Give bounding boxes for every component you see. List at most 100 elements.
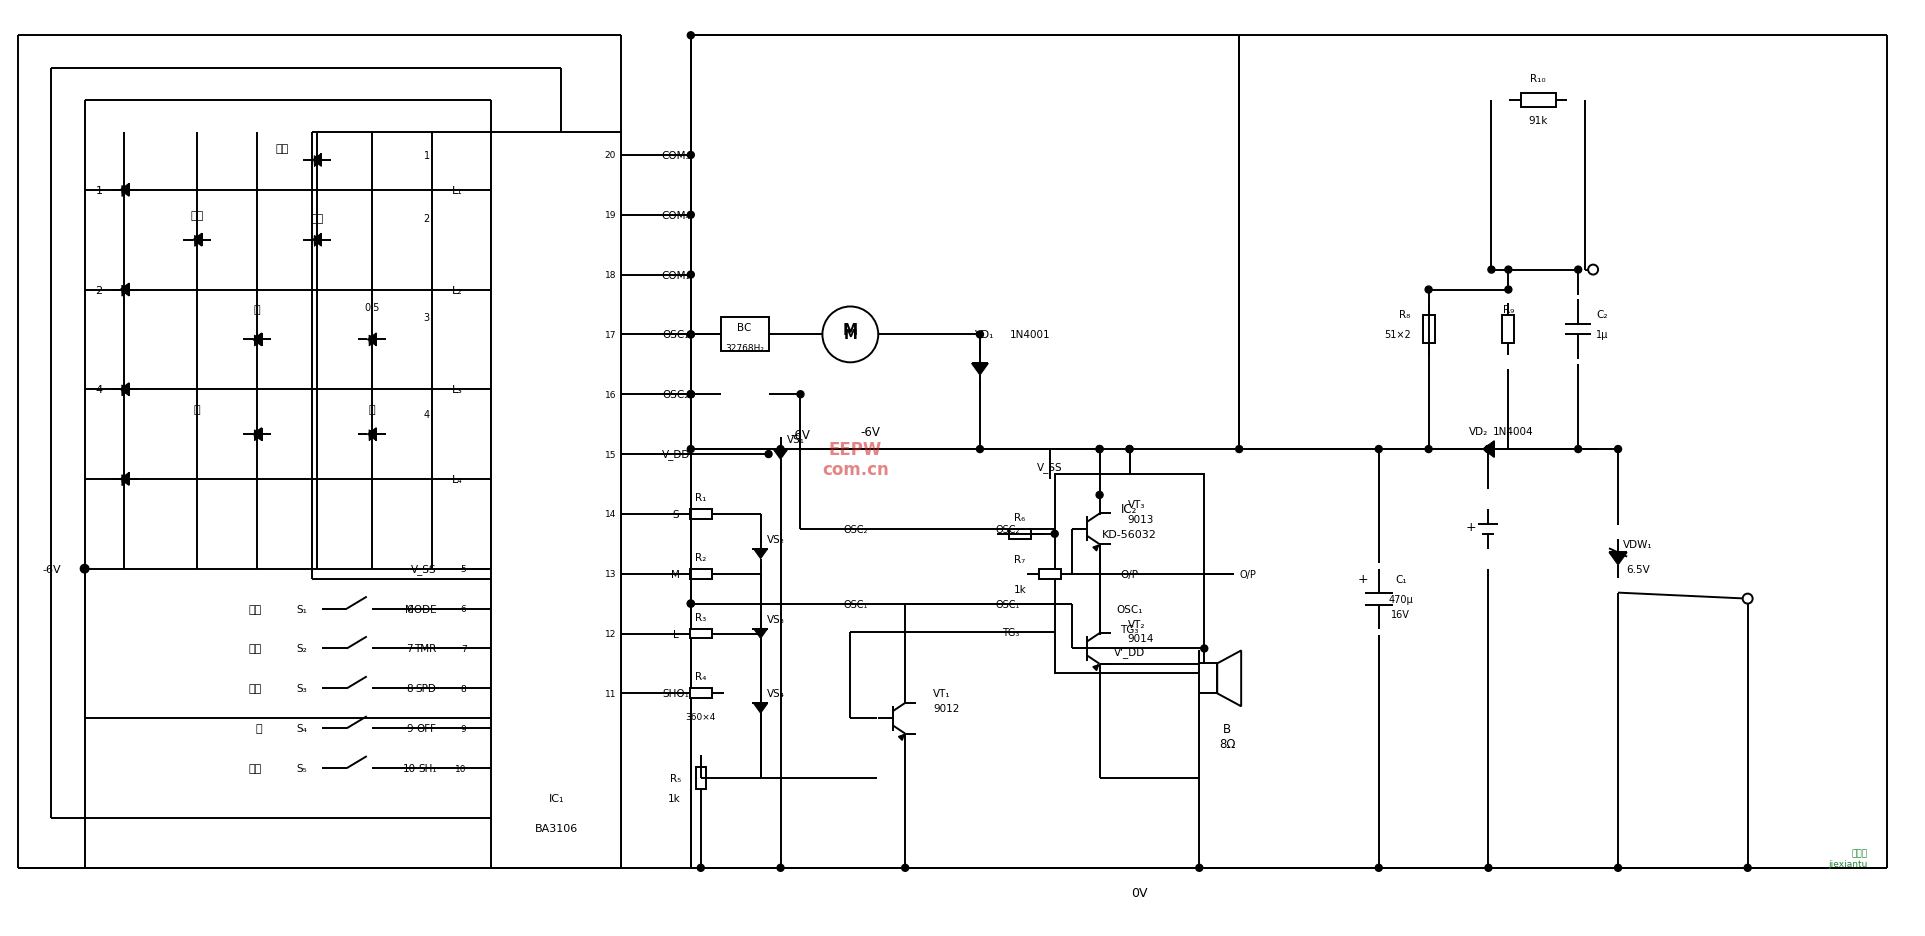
- Text: 1k: 1k: [1013, 584, 1026, 594]
- Circle shape: [697, 865, 705, 871]
- Bar: [1040, 569, 1061, 579]
- Circle shape: [81, 565, 89, 573]
- Circle shape: [1201, 645, 1207, 652]
- Text: 自然: 自然: [310, 213, 323, 224]
- Text: COM₃: COM₃: [662, 151, 691, 161]
- Polygon shape: [368, 333, 375, 346]
- Polygon shape: [312, 234, 321, 247]
- Text: 17: 17: [604, 330, 616, 340]
- Text: R₂: R₂: [695, 552, 706, 563]
- Text: S₂: S₂: [296, 644, 308, 653]
- Circle shape: [687, 446, 695, 453]
- Text: OSC₂: OSC₂: [662, 389, 689, 400]
- Text: V'_DD: V'_DD: [1115, 647, 1145, 657]
- Circle shape: [1095, 492, 1103, 499]
- Polygon shape: [119, 473, 129, 486]
- Circle shape: [822, 307, 878, 363]
- Text: R₉: R₉: [1503, 305, 1515, 315]
- Circle shape: [687, 601, 695, 607]
- Polygon shape: [312, 154, 321, 168]
- Text: L: L: [674, 629, 680, 639]
- Text: 风速: 风速: [248, 683, 262, 694]
- Polygon shape: [753, 549, 768, 559]
- Circle shape: [1505, 267, 1511, 274]
- Text: 1µ: 1µ: [1596, 330, 1609, 340]
- Text: OSC₁: OSC₁: [1116, 604, 1143, 614]
- Circle shape: [1615, 446, 1621, 453]
- Circle shape: [1051, 531, 1059, 537]
- Text: 1: 1: [96, 185, 102, 196]
- Text: O/P: O/P: [1120, 569, 1138, 579]
- Text: 32768H₂: 32768H₂: [726, 344, 764, 353]
- Text: R₇: R₇: [1014, 554, 1026, 564]
- Text: SH₁: SH₁: [418, 763, 437, 773]
- Text: 51×2: 51×2: [1384, 330, 1411, 340]
- Text: VS₃: VS₃: [766, 614, 785, 624]
- Text: 摆头: 摆头: [248, 763, 262, 773]
- Text: 470µ: 470µ: [1388, 594, 1413, 604]
- Circle shape: [1484, 446, 1492, 453]
- Text: B: B: [1222, 722, 1232, 735]
- Circle shape: [687, 271, 695, 279]
- Text: 13: 13: [604, 570, 616, 578]
- Circle shape: [687, 33, 695, 39]
- Text: TG₃: TG₃: [1003, 627, 1020, 636]
- Text: V_SS: V_SS: [410, 563, 437, 575]
- Text: 16V: 16V: [1392, 609, 1411, 619]
- Text: R₆: R₆: [1014, 512, 1026, 522]
- Text: -6V: -6V: [860, 425, 880, 438]
- Circle shape: [687, 331, 695, 339]
- Text: 360×4: 360×4: [685, 712, 716, 721]
- Text: VD₂: VD₂: [1469, 427, 1488, 436]
- Polygon shape: [368, 428, 375, 441]
- Polygon shape: [252, 333, 262, 346]
- Text: -6V: -6V: [791, 428, 810, 441]
- Text: M: M: [843, 323, 859, 338]
- Text: 5: 5: [460, 564, 466, 574]
- Text: 11: 11: [604, 689, 616, 698]
- Text: VD₁: VD₁: [976, 330, 995, 340]
- Text: EEPW
com.cn: EEPW com.cn: [822, 440, 889, 479]
- Circle shape: [1575, 267, 1582, 274]
- Text: 1N4004: 1N4004: [1494, 427, 1534, 436]
- Bar: [689, 569, 712, 579]
- Circle shape: [1484, 446, 1492, 453]
- Bar: [695, 768, 706, 789]
- Circle shape: [1588, 265, 1598, 275]
- Text: IC₂: IC₂: [1122, 503, 1138, 516]
- Text: VS₁: VS₁: [787, 434, 805, 445]
- Circle shape: [901, 865, 909, 871]
- Text: 8Ω: 8Ω: [1219, 737, 1236, 750]
- Text: 9: 9: [406, 724, 414, 734]
- Circle shape: [1095, 446, 1103, 453]
- Polygon shape: [119, 284, 129, 297]
- Text: SHO₁: SHO₁: [662, 689, 689, 698]
- Text: 2: 2: [96, 285, 102, 295]
- Text: R₈: R₈: [1399, 310, 1411, 320]
- Bar: [689, 629, 712, 638]
- Text: BC: BC: [737, 323, 753, 333]
- Text: OSC₁: OSC₁: [995, 599, 1020, 609]
- Circle shape: [1484, 865, 1492, 871]
- Text: 12: 12: [604, 629, 616, 638]
- Circle shape: [1126, 446, 1134, 453]
- Text: R₄: R₄: [695, 672, 706, 681]
- Text: 4: 4: [424, 410, 429, 419]
- Text: OSC₁: OSC₁: [662, 330, 689, 340]
- Text: O/P: O/P: [1240, 569, 1255, 579]
- Circle shape: [687, 212, 695, 219]
- Text: S: S: [672, 509, 680, 519]
- Text: 接线图
jiexiantu: 接线图 jiexiantu: [1829, 849, 1867, 868]
- Text: 7: 7: [460, 644, 466, 653]
- Text: L₄: L₄: [452, 475, 462, 485]
- Text: 9: 9: [460, 724, 466, 733]
- Text: OSC₁: OSC₁: [843, 599, 868, 609]
- Text: VT₃: VT₃: [1128, 500, 1145, 509]
- Text: 10: 10: [402, 763, 416, 773]
- Text: -6V: -6V: [42, 564, 62, 574]
- Text: 8: 8: [460, 684, 466, 693]
- Circle shape: [1374, 446, 1382, 453]
- Text: 强: 强: [254, 305, 260, 315]
- Text: VS₂: VS₂: [766, 534, 785, 544]
- Circle shape: [1744, 865, 1752, 871]
